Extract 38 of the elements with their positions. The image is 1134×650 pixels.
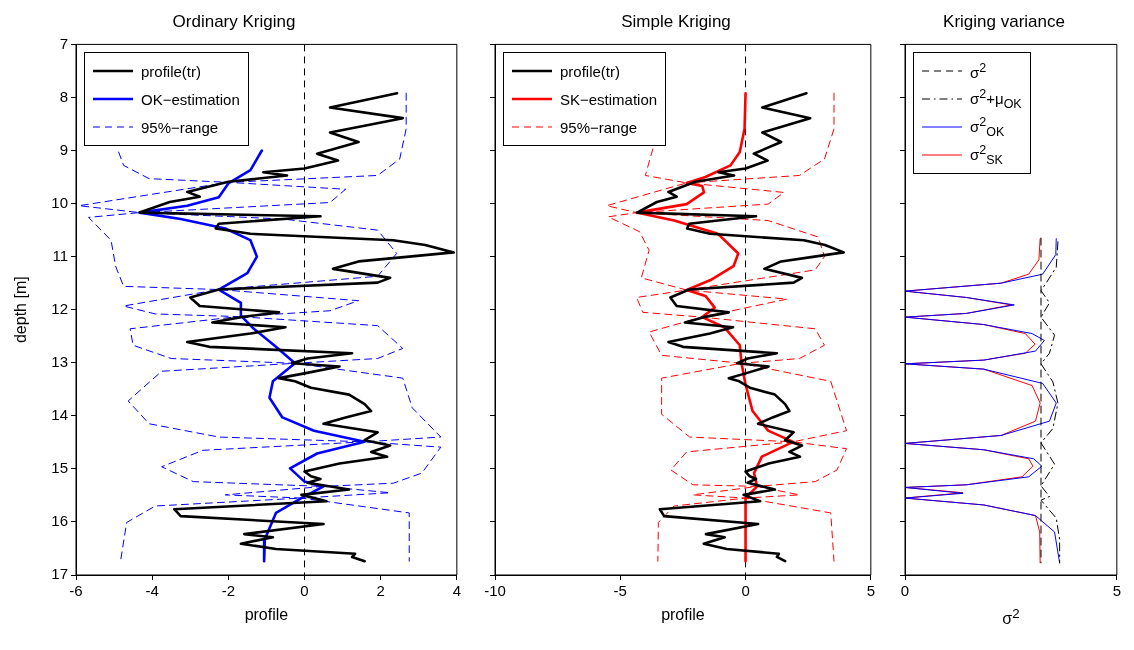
chart-title: Kriging variance <box>943 11 1065 31</box>
y-tick-label: 9 <box>59 140 68 158</box>
chart-title: Simple Kriging <box>621 11 731 31</box>
y-tick-label: 11 <box>52 246 68 264</box>
y-tick-label: 17 <box>51 565 68 583</box>
y-tick-label: 15 <box>51 459 68 477</box>
x-tick-label: 5 <box>1112 582 1121 600</box>
legend-label: 95%−range <box>560 118 638 136</box>
x-tick-label: 0 <box>900 582 910 600</box>
legend-label: 95%−range <box>141 118 219 136</box>
x-tick-label: -10 <box>484 582 506 600</box>
legend-label: profile(tr) <box>560 62 621 80</box>
y-tick-label: 13 <box>51 352 68 370</box>
x-tick-label: -5 <box>613 582 627 600</box>
x-axis-title: profile <box>660 606 706 624</box>
x-axis-title: profile <box>243 606 290 624</box>
x-axis-title: σ$^{2}$ <box>1001 606 1021 629</box>
y-tick-label: 7 <box>59 34 68 52</box>
x-tick-label: -4 <box>145 582 159 600</box>
legend-label: OK−estimation <box>141 90 240 108</box>
x-tick-label: -6 <box>69 582 83 600</box>
x-tick-label: 0 <box>300 582 309 600</box>
x-tick-label: 5 <box>866 582 875 600</box>
y-tick-label: 12 <box>51 299 68 317</box>
chart-title: Ordinary Kriging <box>172 11 296 31</box>
x-tick-label: 0 <box>741 582 750 600</box>
x-tick-label: 4 <box>452 582 461 600</box>
legend-label: SK−estimation <box>560 90 658 108</box>
y-tick-label: 14 <box>51 405 68 423</box>
y-tick-label: 16 <box>51 512 68 530</box>
legend-label: σ$^{2}$+μ$_{OK}$ <box>970 87 1022 112</box>
legend-label: σ$^{2}$ <box>970 61 987 82</box>
y-axis-title: depth [m] <box>12 276 30 344</box>
x-tick-label: -2 <box>221 582 235 600</box>
legend-label: profile(tr) <box>141 62 202 80</box>
x-tick-label: 2 <box>376 582 385 600</box>
y-tick-label: 8 <box>59 87 68 105</box>
y-tick-label: 10 <box>51 193 68 211</box>
